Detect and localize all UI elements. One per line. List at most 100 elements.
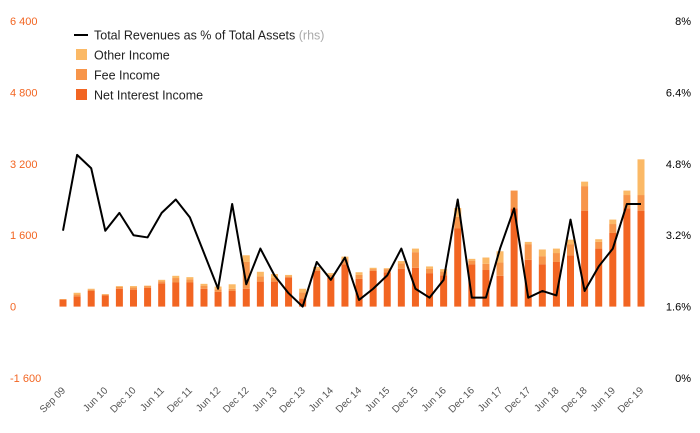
x-tick-label: Jun 10 <box>81 385 110 414</box>
x-tick-label: Dec 18 <box>560 385 590 415</box>
bar-fee-income <box>567 244 575 256</box>
bar-net-interest-income <box>397 268 405 307</box>
bar-net-interest-income <box>59 299 67 307</box>
bar-fee-income <box>355 274 363 279</box>
x-tick-label: Jun 16 <box>420 385 449 414</box>
bar-fee-income <box>313 269 321 271</box>
bar-net-interest-income <box>313 270 321 307</box>
bar-net-interest-income <box>567 255 575 307</box>
bar-fee-income <box>496 262 504 276</box>
y-tick-right: 6.4% <box>666 87 691 99</box>
bar-fee-income <box>200 285 208 289</box>
x-tick-label: Jun 13 <box>251 385 280 414</box>
bar-net-interest-income <box>186 282 194 307</box>
bar-other-income <box>172 275 180 279</box>
bar-fee-income <box>59 299 67 300</box>
y-axis-left: 6 400 4 800 3 200 1 600 0 -1 600 <box>10 16 41 385</box>
bar-other-income <box>129 286 137 288</box>
bar-net-interest-income <box>426 273 434 307</box>
bar-net-interest-income <box>270 281 278 307</box>
bar-fee-income <box>581 186 589 211</box>
bar-other-income <box>468 258 476 261</box>
bar-series-group <box>59 159 645 307</box>
legend: Total Revenues as % of Total Assets (rhs… <box>74 29 324 103</box>
bar-other-income <box>299 288 307 293</box>
bar-net-interest-income <box>115 288 123 307</box>
x-tick-label: Dec 17 <box>503 385 533 415</box>
bar-other-income <box>567 239 575 245</box>
bar-other-income <box>383 268 391 270</box>
bar-fee-income <box>397 263 405 269</box>
x-tick-label: Dec 10 <box>108 385 138 415</box>
bar-fee-income <box>101 294 109 296</box>
bar-fee-income <box>270 278 278 282</box>
bar-other-income <box>256 271 264 277</box>
bar-net-interest-income <box>623 208 631 307</box>
bar-fee-income <box>426 268 434 274</box>
bar-fee-income <box>144 286 152 288</box>
x-tick-label: Dec 19 <box>616 385 646 415</box>
bar-net-interest-income <box>468 264 476 307</box>
bar-other-income <box>313 266 321 270</box>
bar-fee-income <box>158 281 166 284</box>
bar-other-income <box>440 269 448 272</box>
bar-fee-income <box>172 278 180 283</box>
y-tick-right: 0% <box>675 373 691 385</box>
bar-other-income <box>623 190 631 196</box>
bar-fee-income <box>538 256 546 265</box>
bar-net-interest-income <box>454 228 462 307</box>
y-tick-left: 0 <box>10 302 16 314</box>
bar-fee-income <box>609 224 617 233</box>
y-tick-right: 8% <box>675 16 691 28</box>
bar-net-interest-income <box>482 270 490 307</box>
bar-fee-income <box>454 216 462 229</box>
bar-net-interest-income <box>496 275 504 307</box>
bar-other-income <box>496 251 504 263</box>
bar-net-interest-income <box>172 282 180 307</box>
bar-net-interest-income <box>341 264 349 307</box>
bar-net-interest-income <box>440 275 448 307</box>
x-tick-label: Dec 11 <box>165 385 195 415</box>
x-tick-label: Jun 14 <box>307 385 336 414</box>
y-tick-right: 4.8% <box>666 159 691 171</box>
bar-fee-income <box>186 279 194 283</box>
bar-net-interest-income <box>101 295 109 307</box>
y-tick-left: 1 600 <box>10 230 38 242</box>
bar-other-income <box>101 294 109 295</box>
bar-fee-income <box>440 271 448 276</box>
bar-net-interest-income <box>552 261 560 307</box>
legend-swatch-net-interest-income <box>76 89 87 100</box>
bar-fee-income <box>115 286 123 289</box>
bar-fee-income <box>510 190 518 209</box>
bar-net-interest-income <box>242 288 250 307</box>
bar-net-interest-income <box>200 288 208 307</box>
bar-other-income <box>454 207 462 217</box>
bar-net-interest-income <box>609 232 617 307</box>
bar-fee-income <box>552 253 560 262</box>
y-tick-left: 6 400 <box>10 16 38 28</box>
bar-fee-income <box>468 260 476 265</box>
legend-label-other-income: Other Income <box>94 49 170 63</box>
y-tick-right: 1.6% <box>666 302 691 314</box>
bar-net-interest-income <box>144 287 152 307</box>
bar-other-income <box>285 274 293 277</box>
legend-label-revenue-line: Total Revenues as % of Total Assets (rhs… <box>94 29 324 43</box>
bar-other-income <box>426 266 434 269</box>
bar-net-interest-income <box>256 281 264 307</box>
bar-fee-income <box>327 274 335 278</box>
x-tick-label: Dec 13 <box>278 385 308 415</box>
bar-fee-income <box>299 292 307 299</box>
bar-fee-income <box>341 259 349 265</box>
bar-fee-income <box>87 289 95 291</box>
bar-fee-income <box>73 294 81 297</box>
legend-label-net-interest-income: Net Interest Income <box>94 89 203 103</box>
bar-fee-income <box>623 195 631 209</box>
bar-other-income <box>637 159 645 196</box>
bar-other-income <box>581 181 589 187</box>
bar-net-interest-income <box>595 248 603 307</box>
bar-other-income <box>609 219 617 225</box>
bar-other-income <box>369 267 377 270</box>
x-tick-label: Dec 16 <box>447 385 477 415</box>
